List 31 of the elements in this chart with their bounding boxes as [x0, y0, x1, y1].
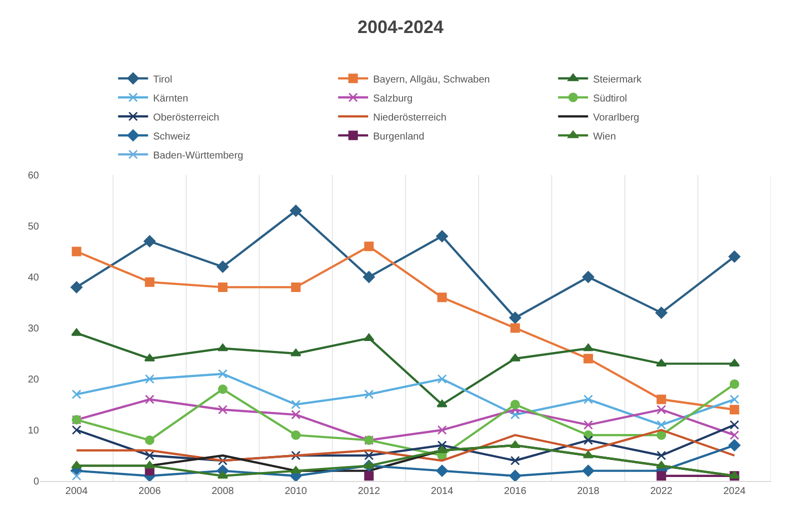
y-tick-label: 20 [28, 374, 40, 386]
x-tick-label: 2014 [430, 486, 454, 497]
x-tick-label: 2008 [212, 486, 234, 497]
chart-title: 2004-2024 [357, 17, 444, 38]
x-tick-label: 2024 [723, 486, 746, 497]
legend-label: Burgenland [373, 131, 424, 142]
legend-label: Niederösterreich [373, 112, 446, 124]
legend-label: Oberösterreich [153, 112, 220, 124]
legend-label: Tirol [153, 74, 172, 86]
legend-label: Salzburg [373, 93, 413, 104]
y-tick-label: 60 [28, 170, 40, 182]
legend-label: Schweiz [153, 131, 190, 142]
x-tick-label: 2004 [65, 486, 88, 497]
legend-label: Kärnten [153, 93, 188, 104]
y-tick-label: 40 [28, 272, 40, 284]
legend-label: Wien [593, 131, 616, 142]
legend-label: Baden-Württemberg [153, 150, 244, 162]
y-tick-label: 0 [33, 476, 40, 488]
y-tick-label: 50 [28, 222, 40, 232]
legend-label: Steiermark [593, 74, 642, 86]
y-tick-label: 10 [28, 426, 40, 436]
x-tick-label: 2022 [650, 486, 673, 497]
x-tick-label: 2010 [284, 486, 308, 497]
x-tick-label: 2016 [504, 486, 527, 497]
x-tick-label: 2018 [577, 486, 600, 497]
y-tick-label: 30 [28, 324, 40, 334]
x-tick-label: 2012 [358, 486, 381, 497]
legend-label: Bayern, Allgäu, Schwaben [373, 74, 490, 86]
x-tick-label: 2006 [138, 486, 162, 497]
legend-label: Vorarlberg [593, 112, 640, 124]
legend-label: Südtirol [593, 93, 628, 104]
